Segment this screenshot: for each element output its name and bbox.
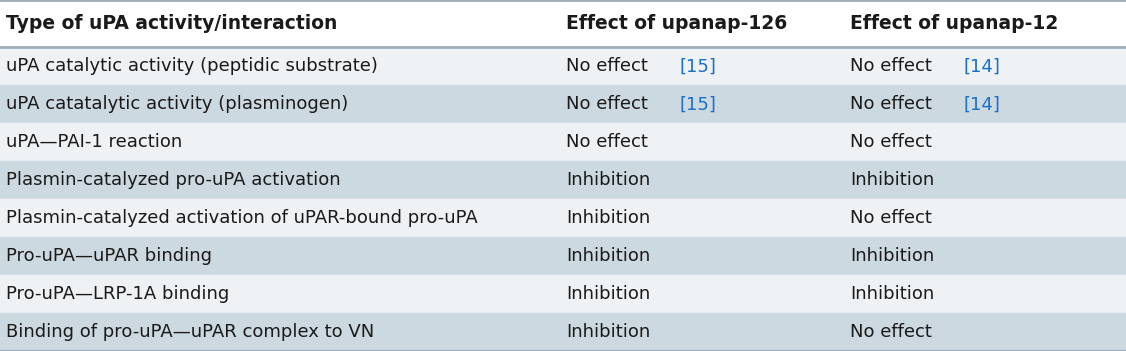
Text: No effect: No effect: [566, 57, 654, 75]
Text: Effect of upanap-12: Effect of upanap-12: [850, 14, 1058, 33]
Bar: [0, 47, 1126, 85]
Bar: [0, 161, 1126, 199]
Bar: [0, 0, 1126, 47]
Bar: [0, 199, 1126, 237]
Text: Inhibition: Inhibition: [566, 323, 651, 341]
Text: Inhibition: Inhibition: [850, 171, 935, 189]
Text: Plasmin-catalyzed pro-uPA activation: Plasmin-catalyzed pro-uPA activation: [6, 171, 340, 189]
Text: No effect: No effect: [566, 95, 654, 113]
Text: Plasmin-catalyzed activation of uPAR-bound pro-uPA: Plasmin-catalyzed activation of uPAR-bou…: [6, 209, 477, 227]
Text: Inhibition: Inhibition: [566, 285, 651, 303]
Text: uPA—PAI-1 reaction: uPA—PAI-1 reaction: [6, 133, 182, 151]
Text: Pro-uPA—LRP-1A binding: Pro-uPA—LRP-1A binding: [6, 285, 229, 303]
Bar: [0, 313, 1126, 351]
Text: [15]: [15]: [679, 57, 716, 75]
Text: [14]: [14]: [963, 57, 1000, 75]
Text: Effect of upanap-126: Effect of upanap-126: [566, 14, 787, 33]
Text: Inhibition: Inhibition: [566, 209, 651, 227]
Text: No effect: No effect: [850, 323, 932, 341]
Text: No effect: No effect: [850, 209, 932, 227]
Text: No effect: No effect: [850, 57, 938, 75]
Bar: [0, 85, 1126, 123]
Text: No effect: No effect: [850, 95, 938, 113]
Bar: [0, 237, 1126, 275]
Text: uPA catatalytic activity (plasminogen): uPA catatalytic activity (plasminogen): [6, 95, 348, 113]
Text: No effect: No effect: [566, 133, 649, 151]
Text: Inhibition: Inhibition: [566, 171, 651, 189]
Text: [15]: [15]: [679, 95, 716, 113]
Text: uPA catalytic activity (peptidic substrate): uPA catalytic activity (peptidic substra…: [6, 57, 377, 75]
Text: Pro-uPA—uPAR binding: Pro-uPA—uPAR binding: [6, 247, 212, 265]
Text: Inhibition: Inhibition: [850, 285, 935, 303]
Text: No effect: No effect: [850, 133, 932, 151]
Bar: [0, 123, 1126, 161]
Bar: [0, 275, 1126, 313]
Text: Inhibition: Inhibition: [566, 247, 651, 265]
Text: [14]: [14]: [963, 95, 1000, 113]
Text: Type of uPA activity/interaction: Type of uPA activity/interaction: [6, 14, 337, 33]
Text: Inhibition: Inhibition: [850, 247, 935, 265]
Text: Binding of pro-uPA—uPAR complex to VN: Binding of pro-uPA—uPAR complex to VN: [6, 323, 374, 341]
